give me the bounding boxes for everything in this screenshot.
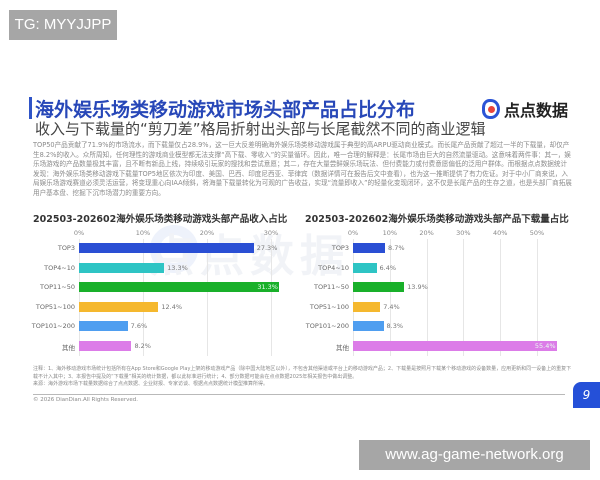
page-title: 海外娱乐场类移动游戏市场头部产品占比分布 <box>35 99 416 121</box>
brand-logo: 点点数据 <box>482 97 568 121</box>
x-axis-tick: 30% <box>456 229 471 237</box>
gridline <box>353 239 354 356</box>
x-axis-tick: 0% <box>73 229 85 237</box>
bar <box>79 243 254 253</box>
category-label: TOP4~10 <box>318 263 349 272</box>
x-axis-tick: 50% <box>529 229 545 237</box>
gridline <box>143 239 144 356</box>
bar <box>79 262 165 273</box>
gridline <box>271 239 272 356</box>
category-label: TOP101~200 <box>305 322 349 330</box>
gridline <box>426 239 428 356</box>
category-label: 其他 <box>62 343 75 352</box>
x-axis-tick: 30% <box>263 229 279 237</box>
body-paragraph: TOP50产品贡献了71.9%的市场流水，而下载量仅占28.9%，这一巨大反差明… <box>33 141 572 197</box>
x-axis-tick: 20% <box>199 229 215 237</box>
bar <box>79 340 132 351</box>
background-watermark: 点点数据 <box>150 231 350 282</box>
x-axis-tick: 10% <box>382 229 398 237</box>
watermark-site: www.ag-game-network.org <box>359 440 590 470</box>
gridline <box>463 239 465 356</box>
gridline <box>79 239 80 356</box>
notes-line-1: 注释：1、海外移动游戏市场统计包括所有在App Store和Google Pla… <box>33 366 572 380</box>
x-axis-tick: 10% <box>135 229 151 237</box>
gridline <box>500 239 502 356</box>
value-label: 8.2% <box>134 341 151 350</box>
category-label: 其他 <box>336 343 349 352</box>
value-label: 7.4% <box>383 302 400 311</box>
x-axis-tick: 40% <box>492 229 508 237</box>
notes-source: 来源：海外游戏市场下载量数据综合了点点数据、企业财报、专家访谈、根据点点数据统计… <box>33 381 269 387</box>
bar <box>79 301 159 312</box>
bar <box>353 262 377 273</box>
value-label: 27.3% <box>256 244 278 252</box>
category-label: TOP101~200 <box>31 322 75 330</box>
bar <box>353 301 381 312</box>
value-label: 6.4% <box>379 263 397 272</box>
value-label: 7.6% <box>130 322 148 330</box>
bar <box>79 321 128 331</box>
gridline <box>537 239 538 356</box>
value-label: 12.4% <box>161 302 183 311</box>
gridline <box>389 239 391 356</box>
bar <box>353 243 386 253</box>
category-label: TOP51~100 <box>309 302 349 311</box>
watermark-tg: TG: MYYJJPP <box>9 10 117 40</box>
value-label: 8.3% <box>386 322 404 330</box>
copyright: © 2026 DianDian.All Rights Reserved. <box>33 397 138 403</box>
x-axis-tick: 20% <box>419 229 434 237</box>
value-label: 55.4% <box>534 341 556 350</box>
value-label: 31.3% <box>257 283 278 291</box>
footer-divider <box>33 394 565 395</box>
value-label: 8.7% <box>388 244 405 252</box>
category-label: TOP3 <box>57 244 75 252</box>
bar <box>79 282 280 292</box>
category-label: TOP3 <box>331 244 349 252</box>
category-label: TOP4~10 <box>44 263 75 272</box>
bar <box>353 282 405 292</box>
bar <box>353 321 384 331</box>
page-subtitle: 收入与下载量的“剪刀差”格局折射出头部与长尾截然不同的商业逻辑 <box>35 120 486 138</box>
category-label: TOP51~100 <box>35 302 75 311</box>
chart-title: 202503-202602海外娱乐场类移动游戏头部产品下载量占比 <box>305 214 569 225</box>
bar <box>353 340 557 351</box>
category-label: TOP11~50 <box>40 283 75 291</box>
footnotes: 注释：1、海外移动游戏市场统计包括所有在App Store和Google Pla… <box>33 366 573 389</box>
x-axis-tick: 0% <box>347 229 359 237</box>
chart-title: 202503-202602海外娱乐场类移动游戏头部产品收入占比 <box>33 214 288 225</box>
page-number: 9 <box>573 382 600 408</box>
logo-text: 点点数据 <box>504 101 569 120</box>
value-label: 13.9% <box>407 283 428 291</box>
category-label: TOP11~50 <box>314 283 349 291</box>
title-accent-bar <box>29 97 32 119</box>
diandian-logo-icon <box>482 99 500 119</box>
value-label: 13.3% <box>167 263 188 272</box>
gridline <box>207 239 208 356</box>
